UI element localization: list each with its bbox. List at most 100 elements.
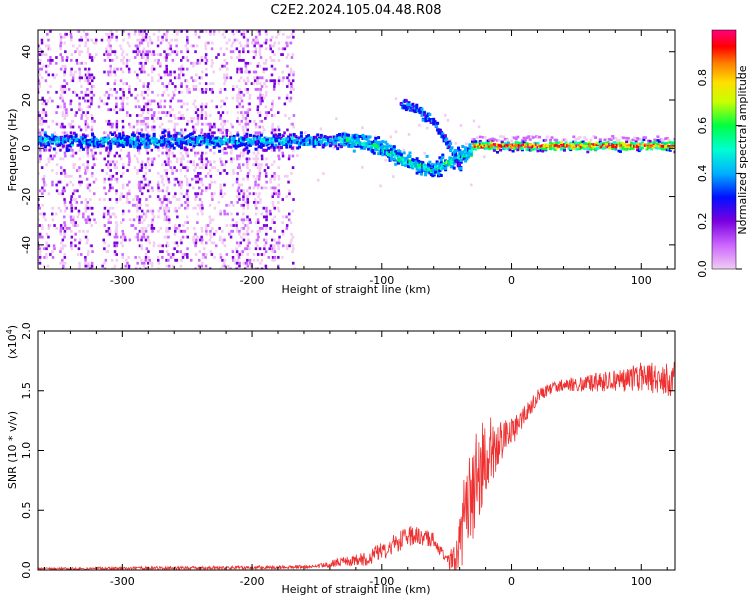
spectrogram-cell [296,154,299,157]
spectrogram-cell [261,76,264,80]
spectrogram-cell [657,143,661,147]
spectrogram-cell [259,166,262,169]
spectrogram-cell [225,96,228,100]
spectrogram-cell [246,114,249,117]
spectrogram-cell [246,163,249,167]
spectrogram-cell [138,139,142,143]
spectrogram-cell [362,146,366,150]
spectrogram-cell [236,144,240,148]
spectrogram-cell [94,141,98,145]
spectrogram-cell [176,215,179,219]
spectrogram-cell [252,163,255,167]
spectrogram-cell [271,201,275,204]
spectrogram-cell [651,141,655,144]
spectrogram-cell [459,166,463,170]
spectrogram-cell [219,122,223,126]
spectrogram-cell [438,169,442,172]
spectrogram-cell [277,125,280,129]
spectrogram-cell [100,144,104,148]
spectrogram-cell [80,85,83,88]
spectrogram-cell [332,146,335,150]
spectrogram-cell [499,144,503,148]
spectrogram-cell [51,133,54,137]
spectrogram-cell [109,108,113,112]
spectrogram-cell [256,232,260,236]
spectrogram-cell [319,141,323,145]
spectrogram-cell [252,151,256,155]
spectrogram-cell [260,96,264,100]
spectrogram-cell [207,172,210,175]
spectrogram-cell [136,201,140,204]
spectrogram-cell [444,113,447,117]
spectrogram-cell [108,232,112,236]
spectrogram-cell [288,189,291,193]
spectrogram-cell [622,147,626,151]
spectrogram-cell [75,93,79,97]
spectrogram-cell [68,227,71,230]
spectrogram-cell [281,79,284,83]
spectrogram-cell [165,114,168,117]
spectrogram-cell [108,198,112,201]
spectrogram-cell [86,169,89,172]
spectrogram-cell [254,47,258,51]
spectrogram-cell [86,183,89,187]
spectrogram-cell [90,224,94,227]
spectrogram-cell [140,227,143,230]
spectrogram-cell [173,114,176,117]
spectrogram-cell [248,169,252,172]
spectrogram-cell [160,136,163,140]
spectrogram-cell [91,166,94,169]
spectrogram-cell [120,174,123,178]
spectrogram-cell [47,137,51,141]
spectrogram-cell [328,139,332,142]
spectrogram-cell [469,150,473,153]
spectrogram-cell [575,144,579,147]
spectrogram-cell [242,128,245,132]
spectrogram-cell [262,70,266,74]
spectrogram-cell [127,256,130,259]
spectrogram-cell [136,215,139,219]
spectrogram-cell [168,111,171,114]
spectrogram-cell [64,50,67,54]
spectrogram-cell [144,253,148,256]
spectrogram-cell [218,139,222,142]
spectrogram-cell [181,114,185,117]
spectrogram-cell [125,143,129,147]
spectrogram-cell [175,44,178,48]
spectrogram-cell [230,56,233,59]
spectrogram-cell [282,32,285,36]
spectrogram-cell [75,201,79,204]
spectrogram-cell [256,258,260,262]
spectrogram-cell [256,64,259,68]
spectrogram-cell [184,201,187,204]
spectrogram-cell [287,140,291,144]
spectrogram-cell [238,67,241,71]
spectrogram-cell [163,32,166,36]
spectrogram-cell [46,32,49,36]
spectrogram-cell [38,122,42,126]
spectrogram-cell [121,253,124,256]
spectrogram-cell [277,256,280,259]
spectrogram-cell [246,41,249,45]
spectrogram-cell [108,183,112,187]
spectrogram-cell [91,143,94,147]
spectrogram-cell [116,136,120,140]
spectrogram-cell [179,67,183,71]
spectrogram-cell [205,229,208,233]
spectrogram-cell [161,139,165,143]
spectrogram-cell [187,140,191,144]
spectrogram-cell [127,141,131,145]
spectrogram-cell [38,261,42,265]
spectrogram-cell [147,137,151,141]
spectrogram-cell [63,140,67,144]
spectrogram-cell [189,143,193,146]
spectrogram-cell [245,135,249,139]
spectrogram-cell [186,203,190,207]
spectrogram-cell [149,137,153,141]
spectrogram-cell [316,141,320,145]
spectrogram-cell [249,140,252,144]
spectrogram-cell [142,47,146,51]
spectrogram-cell [119,148,123,152]
spectrogram-cell [132,140,136,144]
spectrogram-cell [182,102,186,106]
